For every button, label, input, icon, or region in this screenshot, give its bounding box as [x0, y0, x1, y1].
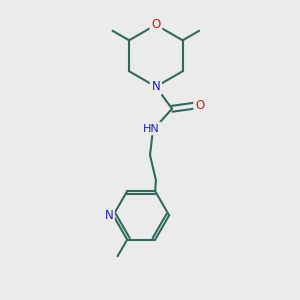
Text: O: O	[151, 18, 160, 32]
Text: N: N	[152, 80, 160, 93]
Text: N: N	[104, 209, 113, 222]
Text: O: O	[195, 99, 204, 112]
Text: HN: HN	[143, 124, 160, 134]
